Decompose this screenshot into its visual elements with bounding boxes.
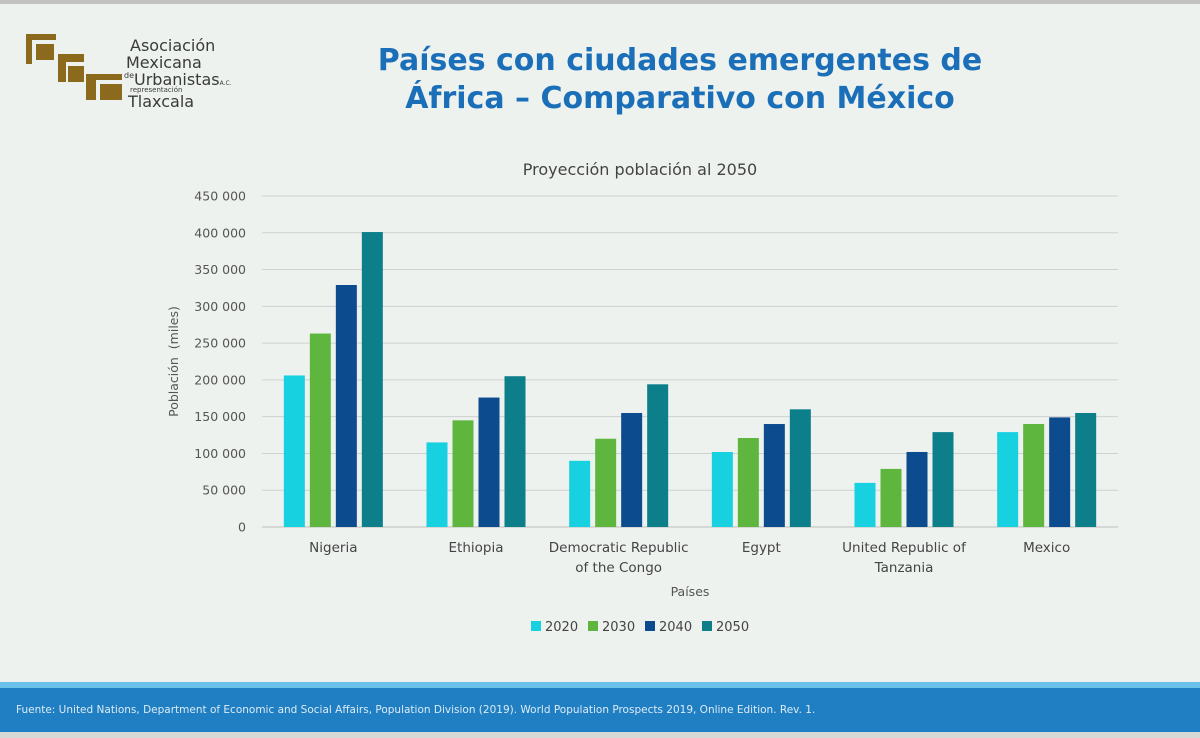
bar-2020: [569, 460, 591, 527]
chart-title: Proyección población al 2050: [523, 160, 757, 179]
y-tick-label: 300 000: [194, 299, 246, 314]
x-tick-label: Ethiopia: [449, 540, 504, 556]
page-title-line-2: África – Comparativo con México: [405, 81, 955, 116]
x-tick-label: Mexico: [1023, 540, 1070, 556]
bar-2020: [283, 375, 305, 527]
source-citation: Fuente: United Nations, Department of Ec…: [16, 704, 816, 716]
legend-swatch-2030: [588, 621, 598, 631]
page-title: Países con ciudades emergentes de África…: [300, 42, 1060, 118]
x-tick-label: of the Congo: [575, 560, 662, 576]
y-tick-label: 50 000: [202, 483, 246, 498]
y-tick-label: 350 000: [194, 262, 246, 277]
bar-2020: [997, 432, 1019, 527]
top-border: [0, 0, 1200, 4]
legend-label-2050: 2050: [716, 620, 749, 635]
logo-line-5: Tlaxcala: [128, 92, 195, 111]
legend-label-2040: 2040: [659, 620, 692, 635]
legend-swatch-2040: [645, 621, 655, 631]
bar-2020: [426, 442, 448, 527]
x-tick-label: Egypt: [742, 540, 781, 556]
logo-text: Asociación Mexicana deUrbanistasA.C. rep…: [124, 38, 232, 110]
y-axis-label: Población (miles): [166, 306, 181, 417]
x-tick-label: Tanzania: [874, 560, 934, 576]
legend-label-2030: 2030: [602, 620, 635, 635]
population-bar-chart: Proyección población al 2050 0 50 000 100 0…: [166, 160, 1118, 635]
bar-2050: [504, 376, 526, 527]
bar-2050: [932, 432, 954, 527]
bar-2030: [1023, 424, 1045, 527]
y-tick-label: 200 000: [194, 372, 246, 387]
y-tick-label: 250 000: [194, 336, 246, 351]
logo-line-4: representación: [130, 86, 183, 94]
bar-2020: [854, 482, 876, 527]
page-title-line-1: Países con ciudades emergentes de: [377, 43, 983, 78]
x-tick-label: United Republic of: [842, 540, 967, 556]
logo-line-3: deUrbanistasA.C.: [124, 72, 232, 88]
association-logo: Asociación Mexicana deUrbanistasA.C. rep…: [20, 28, 250, 110]
bar-2040: [621, 412, 643, 527]
logo-mark-icon: [26, 34, 122, 100]
bar-2050: [361, 232, 383, 527]
x-tick-label: Nigeria: [309, 540, 357, 556]
bar-2030: [737, 437, 759, 527]
logo-line-3-suffix: A.C.: [219, 80, 232, 87]
bar-2020: [711, 451, 733, 527]
y-tick-label: 450 000: [194, 189, 246, 204]
footer-accent-line: [0, 682, 1200, 688]
y-tick-label: 0: [238, 520, 246, 535]
bottom-border: [0, 732, 1200, 738]
bar-2030: [309, 333, 331, 527]
legend-swatch-2020: [531, 621, 541, 631]
bar-2040: [335, 285, 357, 527]
bar-2040: [478, 397, 500, 527]
bar-2050: [1075, 412, 1097, 527]
logo-line-2: Mexicana: [126, 53, 202, 72]
bar-2050: [789, 409, 811, 527]
footer-bar: Fuente: United Nations, Department of Ec…: [0, 688, 1200, 732]
bar-2040: [763, 424, 785, 527]
y-tick-label: 400 000: [194, 225, 246, 240]
x-tick-label: Democratic Republic: [549, 540, 689, 556]
y-tick-label: 100 000: [194, 446, 246, 461]
legend-label-2020: 2020: [545, 620, 578, 635]
legend-swatch-2050: [702, 621, 712, 631]
bar-2040: [1049, 417, 1071, 527]
bar-2050: [647, 384, 669, 527]
bar-2030: [452, 420, 474, 527]
y-tick-label: 150 000: [194, 409, 246, 424]
bar-2040: [906, 451, 928, 527]
logo-line-3-prefix: de: [124, 71, 134, 80]
bar-2030: [595, 438, 617, 527]
x-axis-label: Países: [671, 584, 710, 599]
bar-2030: [880, 468, 902, 527]
logo-line-1: Asociación: [130, 36, 216, 55]
logo-line-3-main: Urbanistas: [134, 70, 220, 89]
